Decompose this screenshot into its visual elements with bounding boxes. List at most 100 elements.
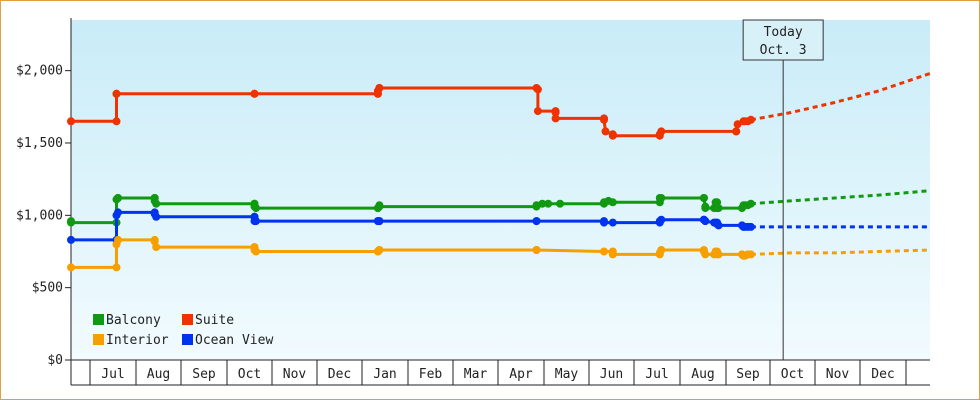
y-tick-label: $500: [32, 281, 63, 296]
data-point: [114, 194, 122, 202]
data-point: [601, 127, 610, 136]
data-point: [608, 198, 617, 207]
data-point: [114, 208, 122, 217]
plot-area: [71, 20, 930, 360]
x-tick-label: Nov: [826, 367, 850, 382]
data-point: [556, 199, 564, 208]
series-projection: [750, 72, 931, 122]
data-point: [538, 199, 547, 208]
data-point: [600, 247, 608, 256]
x-tick-label: May: [555, 367, 579, 382]
data-point: [733, 120, 742, 129]
data-point: [714, 204, 723, 213]
data-point: [67, 263, 75, 272]
x-tick-label: Aug: [691, 367, 714, 382]
series-suite: [67, 72, 931, 140]
series-projection: [750, 189, 931, 206]
data-point: [67, 218, 75, 227]
legend-label: Ocean View: [195, 333, 273, 348]
y-tick-label: $1,500: [16, 136, 63, 151]
x-tick-label: Jul: [101, 367, 124, 382]
today-box: [742, 19, 824, 61]
y-tick-label: $1,000: [16, 208, 63, 223]
data-point: [551, 114, 560, 123]
x-tick-label: Sep: [192, 367, 216, 382]
data-point: [746, 199, 755, 208]
series-projection: [750, 248, 931, 256]
data-point: [608, 250, 617, 259]
data-point: [67, 117, 75, 126]
data-point: [657, 127, 666, 136]
data-point: [657, 246, 666, 254]
legend-label: Balcony: [106, 313, 161, 328]
data-point: [544, 199, 553, 208]
x-tick-label: Nov: [283, 367, 307, 382]
today-date: Oct. 3: [760, 43, 807, 58]
data-point: [250, 89, 259, 98]
data-point: [732, 127, 741, 136]
data-point: [252, 247, 260, 256]
series-balcony: [67, 189, 931, 227]
data-point: [67, 235, 75, 244]
data-point: [375, 84, 384, 92]
y-tick-label: $2,000: [16, 64, 63, 79]
x-tick-label: Apr: [509, 367, 533, 382]
x-tick-label: Mar: [464, 367, 488, 382]
today-label: Today: [764, 25, 803, 40]
x-tick-label: Jun: [600, 367, 623, 382]
data-point: [152, 199, 161, 208]
data-point: [375, 202, 384, 211]
legend-item-balcony: Balcony: [93, 313, 161, 328]
x-tick-label: Jan: [373, 367, 396, 382]
data-point: [657, 194, 666, 202]
data-point: [112, 89, 121, 98]
data-point: [608, 131, 617, 140]
legend-item-ocean-view: Ocean View: [182, 333, 273, 348]
legend-item-suite: Suite: [182, 313, 234, 328]
data-point: [152, 243, 161, 252]
data-point: [746, 250, 755, 259]
x-tick-label: Oct: [238, 367, 261, 382]
x-tick-label: Jul: [645, 367, 668, 382]
legend-swatch: [182, 334, 193, 345]
x-tick-label: Oct: [781, 367, 804, 382]
data-point: [701, 250, 710, 259]
x-tick-label: Dec: [328, 367, 351, 382]
data-point: [112, 117, 121, 126]
x-tick-label: Aug: [147, 367, 170, 382]
data-point: [699, 194, 708, 202]
legend-label: Suite: [195, 313, 234, 328]
y-tick-label: $0: [47, 353, 63, 368]
data-point: [375, 246, 384, 254]
data-point: [551, 108, 560, 117]
x-tick-label: Feb: [419, 367, 443, 382]
legend-label: Interior: [106, 333, 169, 348]
legend-swatch: [93, 334, 104, 345]
x-tick-label: Sep: [736, 367, 760, 382]
data-point: [114, 235, 122, 244]
data-point: [252, 204, 260, 213]
legend-swatch: [93, 314, 104, 325]
series-interior: [67, 235, 931, 272]
data-point: [532, 246, 541, 254]
data-point: [746, 115, 755, 124]
data-point: [112, 263, 121, 272]
data-point: [252, 217, 260, 226]
data-point: [600, 115, 608, 124]
data-point: [375, 217, 384, 226]
data-point: [714, 221, 723, 230]
series-ocean-view: [67, 208, 930, 244]
data-point: [532, 217, 541, 226]
legend-swatch: [182, 314, 193, 325]
data-point: [746, 222, 755, 231]
data-point: [533, 107, 542, 116]
data-point: [608, 218, 617, 227]
legend-item-interior: Interior: [93, 333, 169, 348]
data-point: [714, 250, 723, 259]
data-point: [701, 204, 710, 213]
data-point: [533, 85, 542, 94]
data-point: [152, 212, 161, 221]
x-tick-label: Dec: [871, 367, 894, 382]
data-point: [657, 215, 666, 224]
